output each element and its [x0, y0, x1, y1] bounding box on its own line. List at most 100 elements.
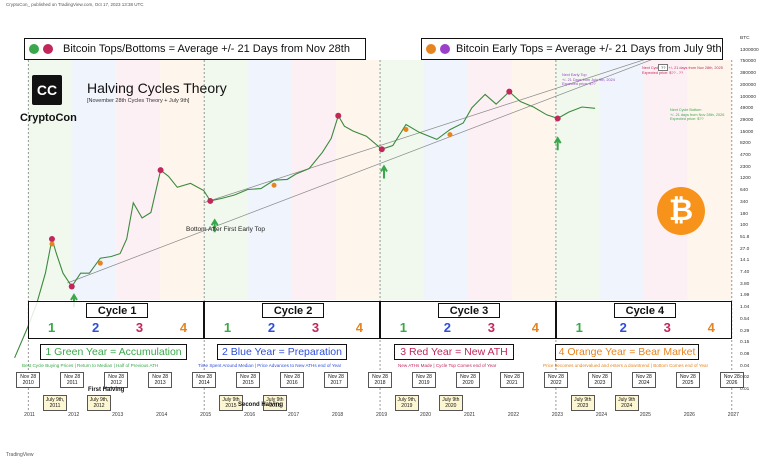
y-tick-label: 1.04: [740, 305, 750, 311]
year-legend-note: Time Spent Around Median | Price Advance…: [198, 363, 342, 368]
green-arrow-icon: [380, 164, 388, 179]
year-number: 1: [47, 320, 56, 335]
year-number: 3: [311, 320, 320, 335]
x-tick-label: 2019: [375, 412, 388, 418]
cycle-panel: [204, 301, 381, 339]
cycle-point: [554, 115, 561, 122]
year-legend-note: New ATHs Made | Cycle Top Comes end of Y…: [398, 363, 497, 368]
y-tick-label: 1200: [740, 176, 751, 182]
nov-date-tag: Nov 28 2024: [631, 372, 656, 388]
y-tick-label: 340: [740, 199, 749, 205]
nov-date-tag: Nov 28 2012: [104, 372, 129, 388]
year-number: 2: [443, 320, 451, 335]
y-tick-label: 29000: [740, 117, 754, 123]
cycle-label: Cycle 2: [262, 303, 325, 318]
y-tick-label: 640: [740, 188, 749, 194]
july-date-tag: July 9th, 2019: [394, 395, 419, 411]
y-tick-label: 2300: [740, 164, 751, 170]
year-number: 3: [487, 320, 495, 335]
nov-date-tag: Nov 28 2015: [236, 372, 261, 388]
y-tick-label: 1300000: [740, 47, 759, 53]
price-box: ??: [658, 64, 669, 71]
year-zone: [467, 60, 512, 300]
y-tick-label: BTC: [740, 36, 750, 41]
nov-banner: Bitcoin Tops/Bottoms = Average +/- 21 Da…: [24, 38, 366, 60]
early-top-point: [49, 241, 55, 247]
x-tick-label: 2021: [463, 412, 476, 418]
y-tick-label: 0.54: [740, 316, 750, 322]
nov-date-tag: Nov 28 2018: [368, 372, 393, 388]
y-tick-label: 7.40: [740, 270, 750, 275]
year-legend-note: Best Cycle Buying Prices | Return to Med…: [22, 363, 159, 368]
year-zone: [292, 60, 337, 300]
y-tick-label: 100000: [740, 94, 757, 100]
cycle-point: [335, 112, 342, 119]
purple-dot-icon: [440, 44, 450, 54]
red-dot-icon: [43, 44, 53, 54]
brand-name: CryptoCon: [20, 112, 77, 124]
early-top-point: [271, 182, 277, 188]
nov-date-tag: Nov 28 2016: [280, 372, 305, 388]
year-number: 2: [91, 320, 100, 335]
orange-dot-icon: [426, 44, 436, 54]
year-zone: [643, 60, 688, 300]
nov-date-tag: Nov 28 2011: [60, 372, 85, 388]
year-number: 1: [399, 320, 408, 335]
year-number: 1: [575, 320, 583, 335]
green-arrow-icon: [210, 218, 219, 233]
nov-date-tag: Nov 28 2019: [412, 372, 436, 388]
y-tick-label: 0.02: [740, 375, 750, 381]
year-legend-box: 2 Blue Year = Preparation: [217, 344, 347, 360]
x-tick-label: 2026: [683, 412, 695, 418]
year-number: 4: [179, 320, 188, 335]
y-tick-label: 200000: [740, 82, 757, 88]
year-number: 3: [663, 320, 671, 335]
x-tick-label: 2023: [551, 412, 564, 418]
bitcoin-logo-icon: ₿: [657, 187, 705, 235]
next-cycle-top-label: Next Cycle Top +/- 21 days from Nov 28th…: [642, 66, 723, 75]
year-zone: [72, 60, 117, 300]
nov-date-tag: Nov 28 2020: [455, 372, 480, 388]
year-legend-note: Price becomes undervalued and enters a d…: [543, 363, 709, 368]
july-date-tag: July 9th 2024: [614, 395, 639, 411]
year-number: 4: [707, 320, 715, 335]
x-tick-label: 2016: [244, 412, 256, 418]
year-zone: [424, 60, 468, 300]
cycle-label: Cycle 4: [613, 303, 676, 318]
cycle-label: Cycle 3: [437, 303, 500, 318]
y-tick-label: 14.1: [740, 258, 750, 264]
y-tick-label: 0.15: [740, 340, 750, 346]
y-tick-label: 3.80: [740, 281, 750, 287]
nov-date-tag: Nov 28 2023: [587, 372, 612, 388]
x-tick-label: 2015: [200, 412, 212, 418]
y-tick-label: 15000: [740, 129, 754, 135]
first-halving-label: First Halving: [88, 387, 125, 393]
early-top-point: [403, 127, 409, 133]
y-tick-label: 380000: [740, 71, 757, 77]
year-number: 4: [355, 320, 364, 335]
x-tick-label: 2020: [419, 412, 432, 418]
x-tick-label: 2025: [639, 412, 651, 418]
x-tick-label: 2022: [507, 412, 520, 418]
nov-date-tag: Nov 28 2021: [499, 372, 524, 388]
year-zone: [116, 60, 161, 300]
y-tick-label: 100: [740, 223, 749, 229]
year-number: 4: [531, 320, 539, 335]
july-date-tag: July 9th 2015: [218, 395, 243, 411]
early-top-point: [447, 132, 453, 138]
nov-date-tag: Nov 28 2017: [324, 372, 349, 388]
nov-date-tag: Nov 28 2010: [16, 372, 41, 388]
x-tick-label: 2012: [68, 412, 80, 418]
year-zone: [160, 60, 205, 300]
next-cycle-bottom-label: Next Cycle Bottom +/- 21 days from Nov 2…: [670, 108, 725, 122]
nov-date-tag: Nov 28 2022: [543, 372, 568, 388]
july-date-tag: July 9th 2020: [438, 395, 463, 411]
second-halving-label: Second Halving: [238, 402, 284, 408]
year-zone: [555, 60, 600, 300]
cycle-point: [378, 146, 385, 153]
green-arrow-icon: [553, 136, 562, 151]
y-tick-label: 0.08: [740, 351, 750, 357]
year-legend-box: 1 Green Year = Accumulation: [40, 344, 187, 360]
bottom-after-first-label: Bottom After First Early Top: [186, 226, 265, 233]
